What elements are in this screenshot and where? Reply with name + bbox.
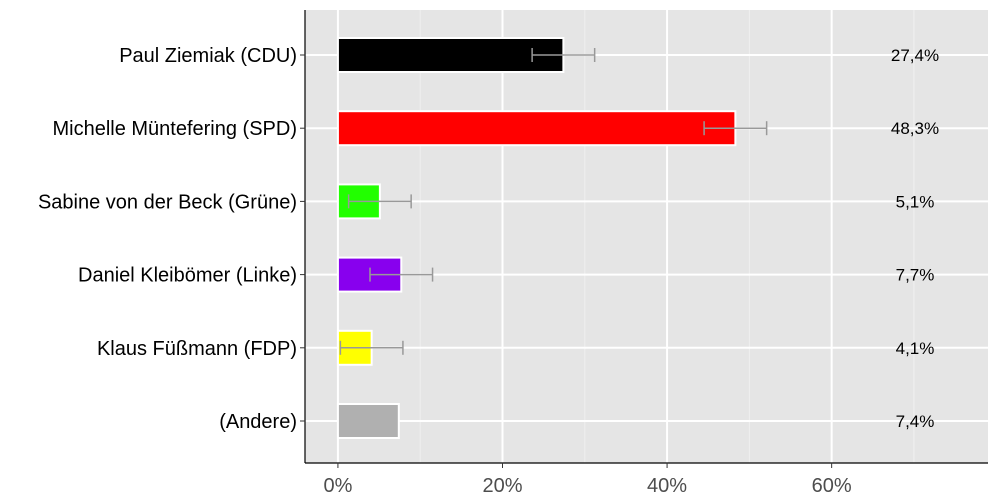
- data-label: 27,4%: [891, 46, 939, 65]
- bar: [336, 110, 737, 147]
- category-label: Daniel Kleibömer (Linke): [78, 265, 297, 287]
- category-label: Sabine von der Beck (Grüne): [38, 191, 297, 213]
- data-label: 7,4%: [896, 412, 935, 431]
- bar: [336, 37, 565, 73]
- data-label: 5,1%: [896, 192, 935, 211]
- category-label: (Andere): [219, 411, 297, 433]
- x-tick-label: 40%: [647, 475, 687, 497]
- category-label: Klaus Füßmann (FDP): [97, 338, 297, 360]
- x-tick-label: 60%: [812, 475, 852, 497]
- category-label: Michelle Müntefering (SPD): [52, 118, 297, 140]
- category-label: Paul Ziemiak (CDU): [119, 45, 297, 67]
- data-label: 48,3%: [891, 119, 939, 138]
- plot-background: [305, 10, 988, 463]
- x-tick-label: 0%: [323, 475, 352, 497]
- data-label: 4,1%: [896, 339, 935, 358]
- data-label: 7,7%: [896, 266, 935, 285]
- x-tick-label: 20%: [482, 475, 522, 497]
- bar: [336, 403, 400, 439]
